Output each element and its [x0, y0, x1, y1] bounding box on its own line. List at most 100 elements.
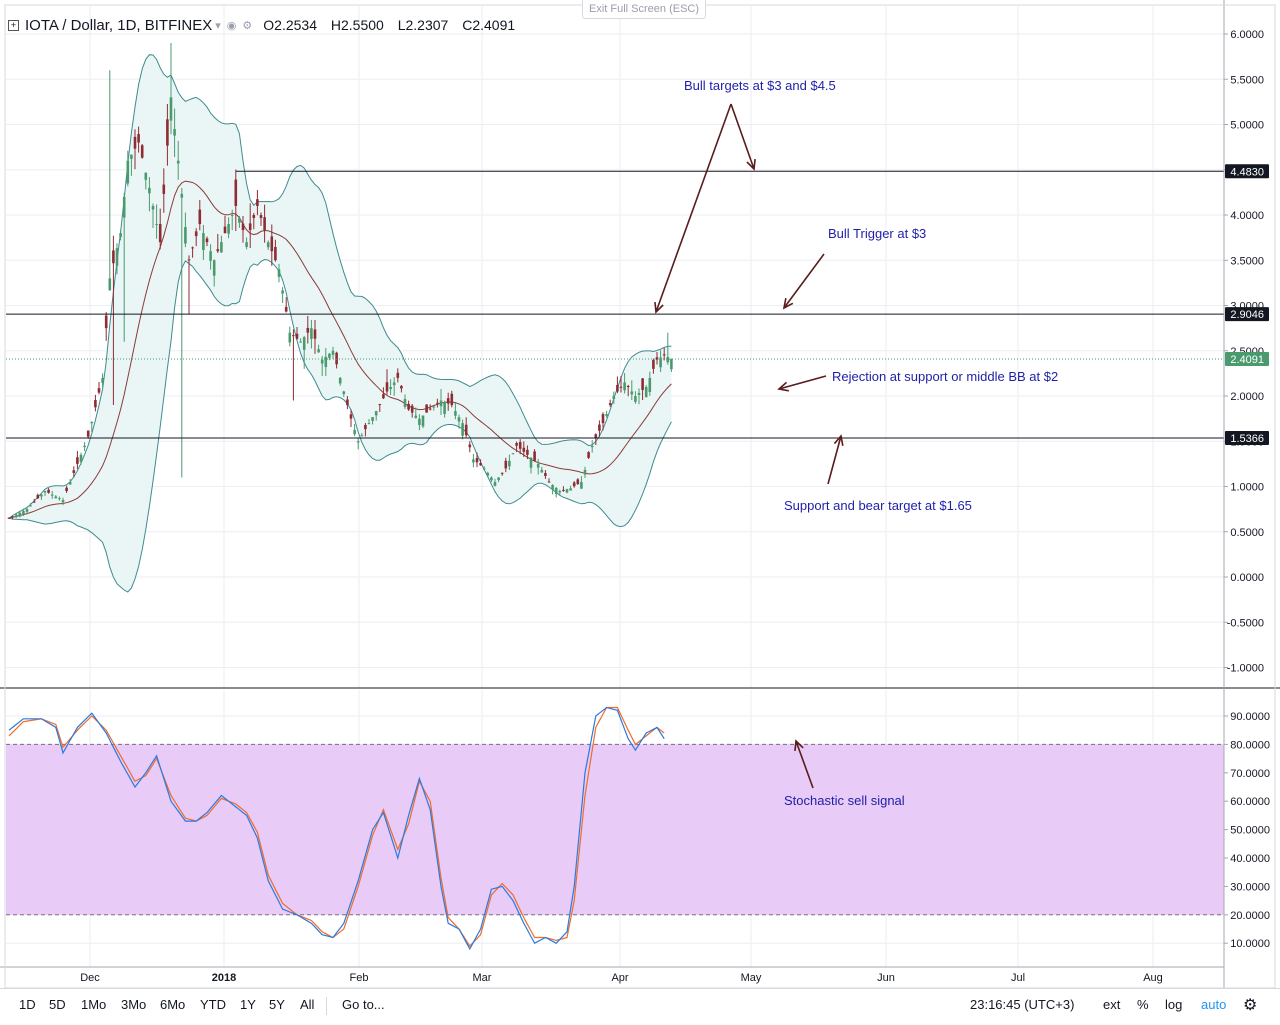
candle [162, 168, 166, 213]
candle [630, 380, 634, 401]
candle [306, 315, 310, 344]
candle [371, 417, 374, 425]
log-toggle[interactable]: log [1165, 997, 1183, 1012]
bottom-toolbar: 1D 5D 1Mo 3Mo 6Mo YTD 1Y 5Y All Go to...… [0, 988, 1280, 1025]
range-1mo-button[interactable]: 1Mo [81, 997, 107, 1012]
candle [115, 243, 119, 275]
candle [252, 212, 256, 230]
candle [209, 244, 212, 270]
candle [400, 385, 403, 393]
settings-gear-icon[interactable]: ⚙ [1243, 997, 1258, 1014]
annotation-text: Bull Trigger at $3 [828, 226, 926, 241]
candle [360, 433, 364, 437]
candle [223, 215, 227, 234]
candle [140, 144, 144, 159]
range-6mo-button[interactable]: 6Mo [160, 997, 186, 1012]
candle [83, 442, 86, 452]
candle-body [40, 494, 43, 497]
candle-body [497, 477, 500, 481]
annotation-text: Stochastic sell signal [784, 793, 905, 808]
candle-body [443, 402, 446, 414]
candle-body [425, 404, 428, 413]
settings-icon[interactable]: ⚙ [242, 19, 253, 32]
candle [32, 498, 36, 503]
candle [331, 346, 335, 360]
range-1y-button[interactable]: 1Y [240, 997, 256, 1012]
dropdown-caret-icon[interactable]: ▾ [215, 19, 221, 32]
header-expand-icon[interactable]: + [8, 19, 19, 31]
stochastic-panel [6, 706, 1224, 951]
exit-fullscreen-button[interactable]: Exit Full Screen (ESC) [582, 0, 706, 19]
candle [328, 352, 331, 361]
candle-body [144, 172, 148, 180]
candle [295, 326, 299, 340]
candle-body [324, 356, 328, 367]
candle-body [126, 160, 130, 184]
candle-body [306, 327, 310, 333]
symbol-title[interactable]: IOTA / Dollar, 1D, BITFINEX [25, 16, 213, 34]
candle-body [392, 382, 396, 386]
candle [598, 420, 601, 437]
candle [572, 481, 576, 488]
candle-body [515, 443, 518, 446]
candle-body [364, 424, 367, 430]
candle [79, 452, 83, 465]
candle-body [277, 269, 281, 277]
candle-body [580, 481, 583, 489]
goto-button[interactable]: Go to... [342, 997, 385, 1012]
level-label-box [1225, 430, 1269, 445]
range-5y-button[interactable]: 5Y [269, 997, 285, 1012]
candle-body [472, 459, 475, 463]
candle-body [432, 406, 436, 408]
candle-body [428, 408, 432, 410]
candle-body [241, 223, 245, 231]
candle-body [374, 411, 378, 416]
candle-body [328, 353, 331, 358]
candle [612, 391, 616, 404]
ext-toggle[interactable]: ext [1103, 997, 1121, 1012]
candle-body [590, 445, 594, 448]
stochastic-tick-label: 40.0000 [1230, 853, 1270, 865]
bollinger-basis-line [8, 180, 672, 519]
candle-body [605, 414, 608, 416]
candle [529, 456, 533, 474]
candle-body [76, 457, 79, 464]
auto-toggle[interactable]: auto [1201, 997, 1227, 1012]
candle-body [86, 430, 90, 437]
candle [187, 255, 191, 315]
clock-readout[interactable]: 23:16:45 (UTC+3) [970, 997, 1075, 1012]
candle-body [583, 469, 587, 475]
candle [126, 150, 130, 187]
price-tick-label: 3.5000 [1230, 255, 1264, 267]
visibility-icon[interactable]: ◉ [226, 19, 237, 32]
candle-body [223, 226, 227, 234]
candle-body [18, 512, 22, 517]
candle [198, 200, 202, 231]
candle-body [540, 469, 544, 473]
arrow-shaft [730, 103, 755, 170]
time-tick-label: Mar [473, 972, 492, 984]
candle-body [122, 196, 126, 218]
candle [558, 489, 562, 496]
candle [241, 215, 245, 243]
range-3mo-button[interactable]: 3Mo [121, 997, 147, 1012]
candle [500, 472, 504, 476]
range-5d-button[interactable]: 5D [49, 997, 66, 1012]
range-1d-button[interactable]: 1D [19, 997, 36, 1012]
candle-body [533, 451, 536, 461]
percent-toggle[interactable]: % [1137, 997, 1149, 1012]
time-tick-label: Dec [80, 972, 100, 984]
candle-body [133, 136, 137, 149]
candle [619, 376, 623, 393]
candle [324, 348, 328, 377]
range-all-button[interactable]: All [300, 997, 315, 1012]
candle-body [54, 496, 58, 499]
candle [367, 418, 371, 425]
range-ytd-button[interactable]: YTD [200, 997, 226, 1012]
candle [119, 230, 122, 241]
candle [648, 371, 652, 396]
candle [137, 126, 140, 153]
candle-body [310, 328, 313, 339]
candle-body [270, 236, 274, 252]
